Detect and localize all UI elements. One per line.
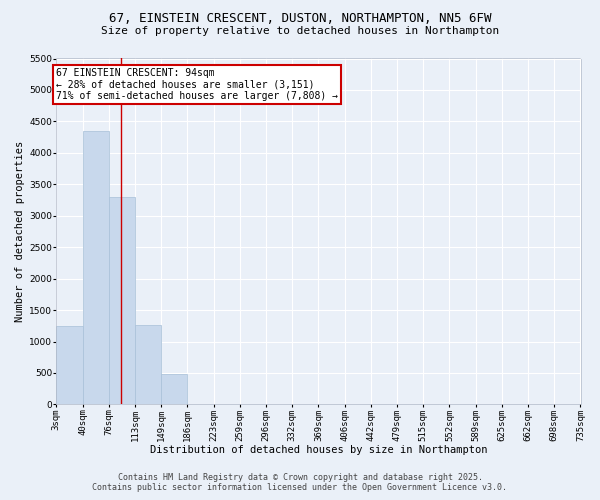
- Text: Contains HM Land Registry data © Crown copyright and database right 2025.
Contai: Contains HM Land Registry data © Crown c…: [92, 473, 508, 492]
- Bar: [109, 197, 135, 404]
- Text: Size of property relative to detached houses in Northampton: Size of property relative to detached ho…: [101, 26, 499, 36]
- Text: 67 EINSTEIN CRESCENT: 94sqm
← 28% of detached houses are smaller (3,151)
71% of : 67 EINSTEIN CRESCENT: 94sqm ← 28% of det…: [56, 68, 338, 101]
- X-axis label: Distribution of detached houses by size in Northampton: Distribution of detached houses by size …: [149, 445, 487, 455]
- Y-axis label: Number of detached properties: Number of detached properties: [15, 141, 25, 322]
- Bar: [161, 374, 187, 404]
- Text: 67, EINSTEIN CRESCENT, DUSTON, NORTHAMPTON, NN5 6FW: 67, EINSTEIN CRESCENT, DUSTON, NORTHAMPT…: [109, 12, 491, 26]
- Bar: [135, 324, 161, 404]
- Bar: [56, 326, 83, 404]
- Bar: [83, 131, 109, 404]
